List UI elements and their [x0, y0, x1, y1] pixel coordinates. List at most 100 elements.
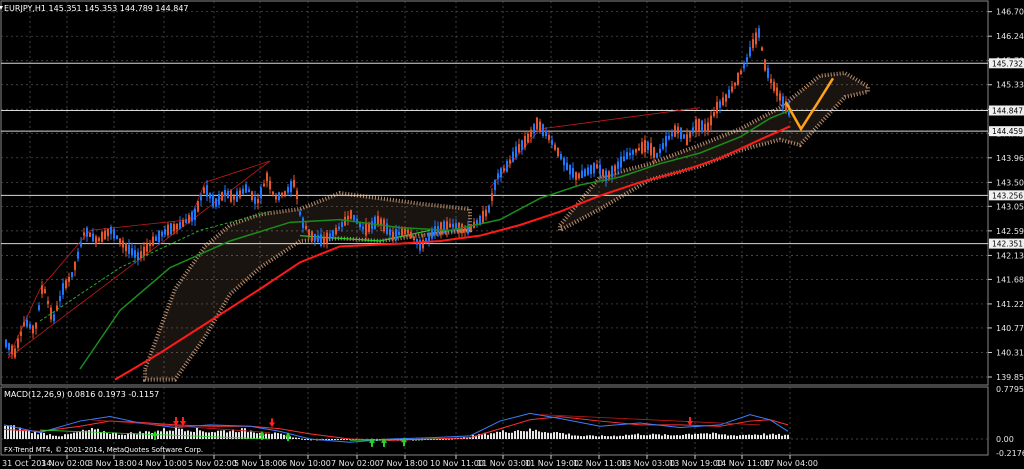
candle-body [269, 180, 271, 190]
macd-bar [772, 433, 774, 440]
candle-body [674, 125, 676, 137]
candle-body [158, 230, 160, 243]
candle-body [701, 120, 703, 133]
macd-bar [505, 432, 507, 440]
candle-body [686, 134, 688, 145]
candle-body [638, 147, 640, 151]
candle-body [146, 244, 148, 252]
macd-bar [649, 434, 651, 440]
macd-main-line [3, 412, 789, 443]
candle-body [98, 237, 100, 242]
candle-body [137, 252, 139, 261]
macd-bar [658, 434, 660, 440]
candle-body [338, 226, 340, 230]
macd-bar [523, 431, 525, 440]
macd-bar [247, 432, 249, 440]
macd-bar [733, 435, 735, 440]
macd-bar [712, 432, 714, 440]
candle-body [56, 305, 58, 311]
candle-body [83, 232, 85, 236]
candle-body [704, 124, 706, 132]
macd-bar [244, 428, 246, 440]
price-chart-panel[interactable]: EURJPY,H1 145.351 145.353 144.789 144.84… [0, 0, 989, 386]
macd-bar [541, 432, 543, 440]
macd-bar [610, 436, 612, 440]
candle-body [770, 79, 772, 83]
macd-bar [511, 432, 513, 440]
macd-bar [685, 434, 687, 440]
candle-body [107, 228, 109, 237]
candle-body [716, 101, 718, 114]
macd-bar [97, 428, 99, 440]
candle-body [476, 220, 478, 226]
macd-bar [736, 435, 738, 440]
candle-body [125, 243, 127, 251]
macd-bar [715, 433, 717, 440]
candle-body [626, 152, 628, 160]
candle-body [353, 215, 355, 221]
macd-bar [664, 434, 666, 440]
candle-body [218, 194, 220, 205]
macd-bar [25, 429, 27, 440]
candle-body [599, 164, 601, 175]
candle-body [419, 239, 421, 251]
macd-bar [193, 431, 195, 440]
candle-body [425, 238, 427, 244]
candle-body [740, 70, 742, 75]
candle-body [257, 198, 259, 204]
macd-bar [682, 434, 684, 440]
macd-bar [331, 439, 333, 441]
macd-bar [214, 432, 216, 440]
macd-panel[interactable]: MACD(12,26,9) 0.0816 0.1973 -0.1157 FX-T… [0, 386, 989, 456]
candle-body [515, 146, 517, 158]
macd-bar [334, 439, 336, 441]
macd-bar [763, 433, 765, 440]
candle-body [563, 157, 565, 166]
candle-body [569, 164, 571, 175]
candle-body [281, 192, 283, 197]
macd-bar [628, 435, 630, 440]
candle-body [401, 228, 403, 236]
macd-bar [571, 435, 573, 440]
candle-body [398, 231, 400, 235]
candle-body [737, 72, 739, 85]
symbol-header: EURJPY,H1 145.351 145.353 144.789 144.84… [4, 4, 189, 13]
trend-line[interactable] [7, 160, 271, 359]
candle-body [524, 136, 526, 148]
candle-body [449, 223, 451, 228]
candle-body [140, 251, 142, 259]
macd-bar [661, 435, 663, 440]
candle-body [434, 226, 436, 235]
macd-bar [67, 434, 69, 440]
macd-bar [730, 435, 732, 440]
candle-body [260, 187, 262, 199]
dropdown-arrow-icon[interactable] [0, 6, 3, 10]
candle-body [35, 322, 37, 329]
candle-body [632, 150, 634, 155]
macd-bar [619, 435, 621, 440]
macd-bar [589, 435, 591, 440]
candle-body [14, 348, 16, 358]
macd-bar [775, 434, 777, 440]
candle-body [365, 223, 367, 236]
candle-body [275, 196, 277, 200]
macd-bar [4, 425, 6, 440]
candle-body [749, 46, 751, 57]
candle-body [293, 179, 295, 187]
candle-body [584, 169, 586, 177]
time-tick-label: 10 Nov 11:00 [430, 459, 484, 468]
candle-body [587, 167, 589, 175]
macd-bar [595, 436, 597, 440]
candle-body [164, 229, 166, 235]
macd-bar [127, 433, 129, 440]
macd-bar [493, 433, 495, 440]
macd-bar [634, 434, 636, 440]
candle-body [116, 235, 118, 239]
candle-body [347, 215, 349, 220]
macd-bar [115, 432, 117, 440]
macd-bar [328, 439, 330, 441]
candle-body [497, 173, 499, 179]
macd-bar [58, 436, 60, 440]
candle-body [194, 208, 196, 220]
